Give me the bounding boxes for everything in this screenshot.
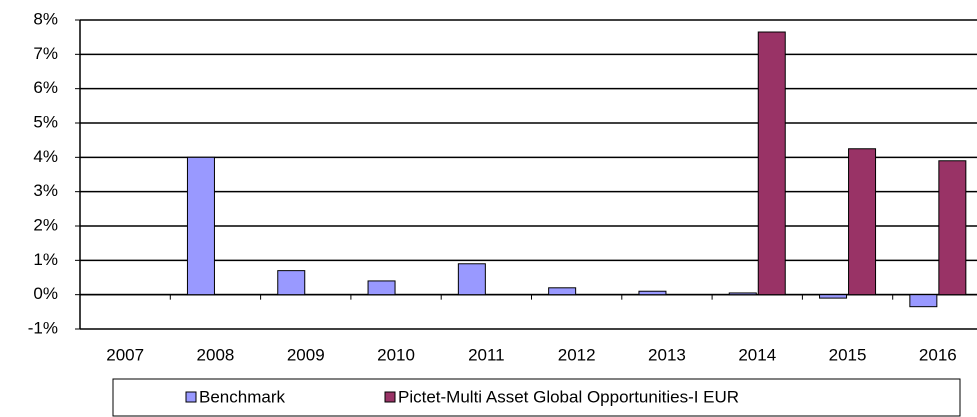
legend-swatch [185,391,197,403]
legend-swatch [384,391,396,403]
x-tick-label: 2011 [468,345,505,364]
y-tick-label: 4% [33,147,58,166]
bar [457,263,486,296]
x-tick-label: 2015 [829,345,867,364]
bar [819,294,848,299]
bar [728,292,757,296]
x-tick-label: 2016 [919,345,957,364]
legend-box [112,378,961,417]
bar [848,148,877,296]
bar [186,156,215,296]
y-tick-label: 1% [33,250,58,269]
x-tick-label: 2014 [738,345,776,364]
x-tick-label: 2007 [106,345,144,364]
bar [367,280,396,296]
legend-label: Benchmark [199,387,285,406]
x-tick-label: 2013 [648,345,686,364]
bar [757,31,786,296]
x-tick-label: 2010 [377,345,415,364]
bar [909,294,938,308]
legend-label: Pictet-Multi Asset Global Opportunities-… [398,387,739,406]
y-tick-label: -1% [28,318,58,337]
y-tick-label: 8% [33,9,58,28]
y-tick-label: 7% [33,44,58,63]
y-tick-label: 0% [33,284,58,303]
y-tick-label: 3% [33,181,58,200]
bar [277,270,306,296]
x-tick-label: 2008 [197,345,235,364]
x-tick-label: 2012 [558,345,596,364]
bar [548,287,577,296]
x-tick-label: 2009 [287,345,325,364]
bar [638,290,667,296]
y-tick-label: 5% [33,112,58,131]
y-tick-label: 6% [33,78,58,97]
y-tick-label: 2% [33,215,58,234]
bar [938,160,967,296]
